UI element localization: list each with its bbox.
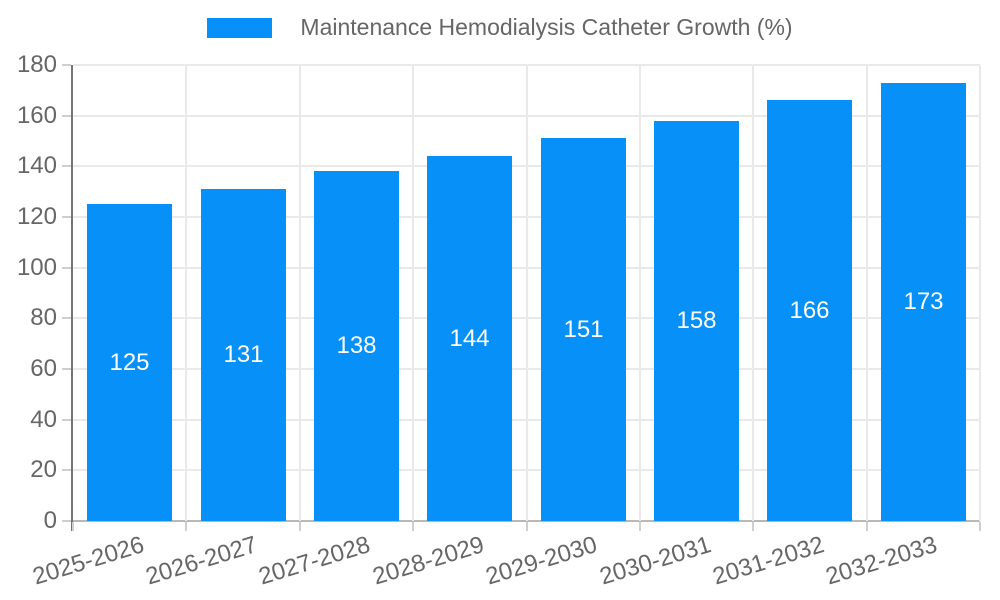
y-axis-line bbox=[71, 65, 73, 531]
y-tick-label: 80 bbox=[30, 304, 57, 331]
y-tick-label: 140 bbox=[16, 152, 57, 179]
y-tick-label: 20 bbox=[30, 456, 57, 483]
x-tick-mark bbox=[639, 522, 641, 531]
y-tick-label: 160 bbox=[16, 102, 57, 129]
bar: 125 bbox=[87, 204, 172, 521]
x-tick-mark bbox=[299, 522, 301, 531]
y-tick-mark bbox=[62, 469, 71, 471]
y-tick-label: 120 bbox=[16, 203, 57, 230]
chart-legend[interactable]: Maintenance Hemodialysis Catheter Growth… bbox=[0, 16, 1000, 39]
x-grid-line bbox=[299, 65, 301, 521]
y-tick-label: 100 bbox=[16, 254, 57, 281]
y-tick-mark bbox=[62, 115, 71, 117]
legend-swatch bbox=[207, 17, 273, 38]
bar-value-label: 138 bbox=[336, 332, 377, 359]
x-tick-mark bbox=[72, 522, 74, 531]
bar-value-label: 166 bbox=[789, 296, 830, 324]
x-grid-line bbox=[866, 65, 868, 521]
x-grid-line bbox=[526, 65, 528, 521]
x-tick-label: 2029-2030 bbox=[482, 531, 601, 591]
x-tick-mark bbox=[752, 522, 754, 531]
y-tick-mark bbox=[62, 64, 71, 66]
bar-value-label: 131 bbox=[223, 341, 264, 368]
y-tick-label: 40 bbox=[30, 406, 57, 433]
bar: 144 bbox=[427, 156, 512, 521]
plot-area: 0 20 40 60 80 100 120 140 160 180 125 131 138 144 151 1… bbox=[17, 53, 981, 590]
legend-label: Maintenance Hemodialysis Catheter Growth… bbox=[300, 14, 793, 40]
x-grid-line bbox=[979, 65, 981, 521]
bar: 151 bbox=[541, 138, 626, 521]
y-tick-mark bbox=[62, 419, 71, 421]
bar-value-label: 173 bbox=[903, 288, 944, 315]
bar: 131 bbox=[201, 189, 286, 521]
bar-value-label: 125 bbox=[109, 348, 150, 376]
y-tick-mark bbox=[62, 368, 71, 370]
x-tick-mark bbox=[526, 522, 528, 531]
x-axis-line bbox=[73, 520, 980, 522]
x-tick-label: 2028-2029 bbox=[369, 531, 488, 591]
y-tick-label: 180 bbox=[16, 51, 57, 78]
y-tick-mark bbox=[62, 317, 71, 319]
y-tick-label: 0 bbox=[43, 507, 57, 534]
bar: 166 bbox=[767, 100, 852, 521]
bar: 138 bbox=[314, 171, 399, 521]
x-tick-label: 2030-2031 bbox=[596, 531, 715, 591]
x-tick-label: 2026-2027 bbox=[142, 531, 261, 591]
x-tick-label: 2027-2028 bbox=[255, 531, 374, 591]
bar: 158 bbox=[654, 121, 739, 521]
x-tick-label: 2031-2032 bbox=[709, 531, 828, 591]
x-tick-mark bbox=[412, 522, 414, 531]
y-tick-mark bbox=[62, 520, 71, 522]
x-tick-mark bbox=[866, 522, 868, 531]
x-tick-mark bbox=[185, 522, 187, 531]
y-tick-mark bbox=[62, 216, 71, 218]
bar-value-label: 151 bbox=[563, 315, 604, 343]
x-grid-line bbox=[185, 65, 187, 521]
x-tick-label: 2025-2026 bbox=[29, 531, 148, 591]
y-tick-mark bbox=[62, 267, 71, 269]
x-tick-label: 2032-2033 bbox=[822, 531, 941, 591]
x-tick-mark bbox=[979, 522, 981, 531]
x-grid-line bbox=[752, 65, 754, 521]
bar: 173 bbox=[881, 83, 966, 521]
y-tick-label: 60 bbox=[30, 355, 57, 382]
x-grid-line bbox=[639, 65, 641, 521]
bar-value-label: 144 bbox=[449, 324, 490, 352]
y-tick-mark bbox=[62, 165, 71, 167]
bar-value-label: 158 bbox=[676, 307, 717, 334]
x-grid-line bbox=[412, 65, 414, 521]
